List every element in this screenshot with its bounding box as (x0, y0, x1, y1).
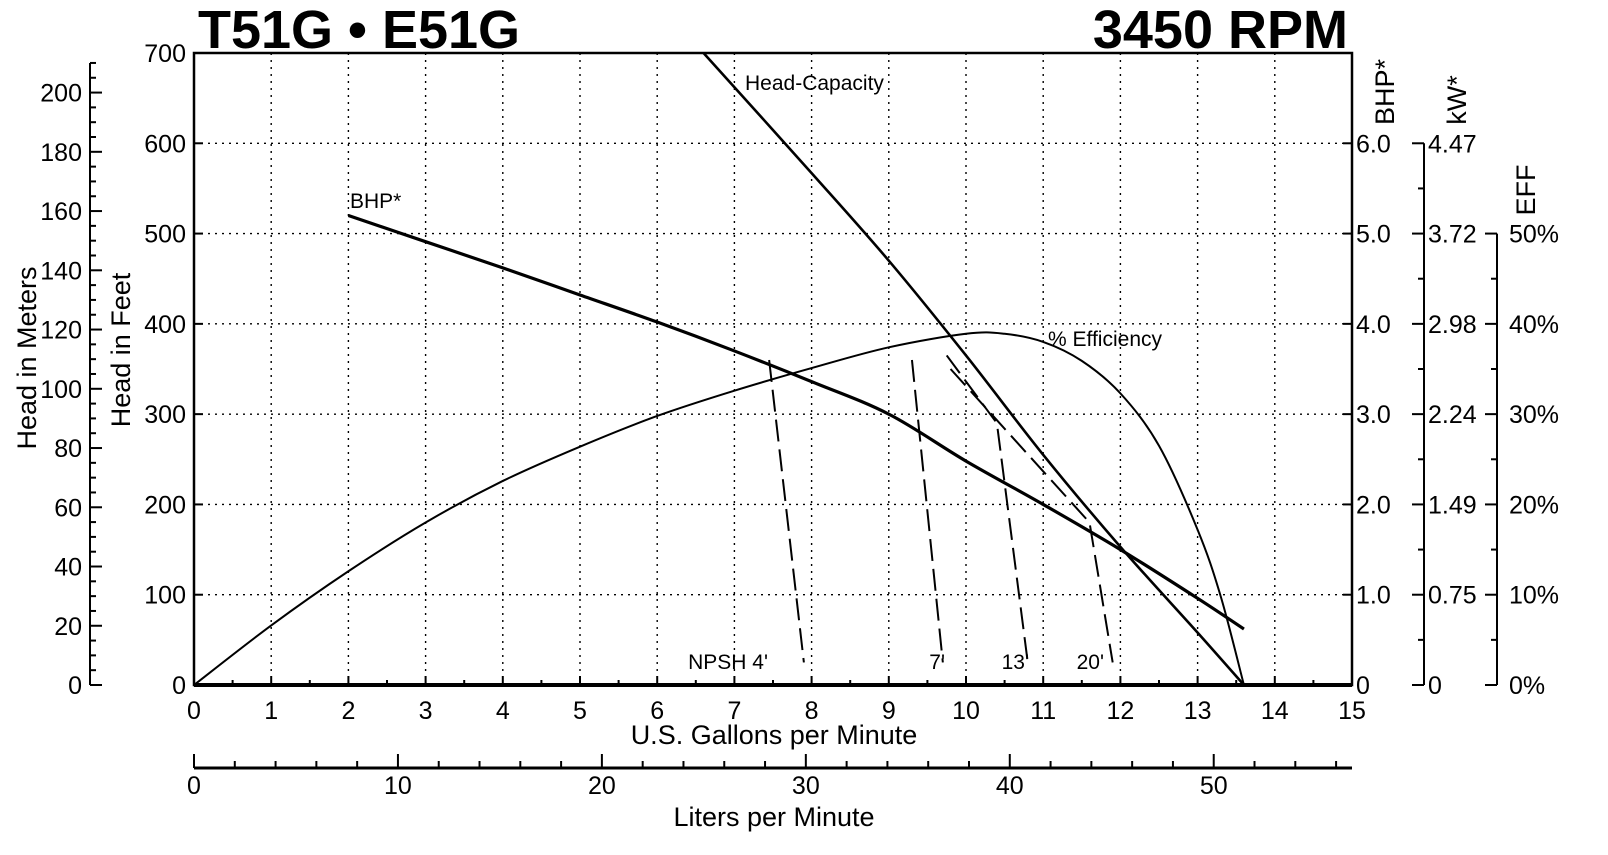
y-feet-tick-label: 600 (144, 130, 186, 158)
x-tick-label: 1 (264, 697, 278, 725)
y-meters-tick-label: 0 (68, 672, 82, 700)
axes-layer (89, 51, 1498, 770)
x-tick-label: 5 (573, 697, 587, 725)
x-tick-label: 13 (1184, 697, 1212, 725)
x-tick-label: 9 (882, 697, 896, 725)
y-feet-tick-label: 200 (144, 491, 186, 519)
npsh-curve (910, 359, 944, 663)
x-lpm-tick-label: 50 (1200, 772, 1228, 800)
y-eff-tick-label: 50% (1509, 221, 1559, 249)
y-bhp-tick-label: 4.0 (1356, 311, 1391, 339)
labels-layer: 0 1 2 3 4 5 6 7 8 9 10 11 12 13 14 15010020030040050060… (40, 40, 1559, 800)
y-feet-tick-label: 500 (144, 221, 186, 249)
y-bhp-tick-label: 5.0 (1356, 221, 1391, 249)
efficiency-curve-label: % Efficiency (1048, 328, 1162, 351)
y-bhp-tick-label: 2.0 (1356, 491, 1391, 519)
bhp-curve-label: BHP* (350, 190, 401, 213)
y-kw-tick-label: 3.72 (1428, 221, 1477, 249)
y-feet-tick-label: 0 (172, 672, 186, 700)
npsh-curve-label: NPSH 4' (688, 651, 768, 674)
y-meters-tick-label: 60 (54, 494, 82, 522)
x-tick-label: 0 (187, 697, 201, 725)
y-kw-tick-label: 0 (1428, 672, 1442, 700)
y-meters-tick-label: 160 (40, 198, 82, 226)
npsh-curve (945, 354, 1029, 663)
x-lpm-tick-label: 20 (588, 772, 616, 800)
x-axis-secondary-label: Liters per Minute (673, 802, 874, 832)
y-eff-tick-label: 10% (1509, 582, 1559, 610)
y-meters-tick-label: 200 (40, 80, 82, 108)
npsh-curve (768, 359, 805, 663)
y-eff-tick-label: 40% (1509, 311, 1559, 339)
y-kw-tick-label: 1.49 (1428, 491, 1477, 519)
npsh-curve (949, 368, 1114, 663)
y-axis-bhp-label: BHP* (1370, 58, 1400, 125)
y-feet-tick-label: 400 (144, 311, 186, 339)
y-meters-tick-label: 40 (54, 554, 82, 582)
npsh-curve-label: 7' (929, 651, 945, 674)
x-tick-label: 10 (952, 697, 980, 725)
y-axis-kw-label: kW* (1442, 75, 1472, 125)
head-capacity-label: Head-Capacity (745, 72, 884, 95)
y-axis-feet-label: Head in Feet (106, 272, 136, 427)
bhp-curve (347, 213, 1245, 631)
y-meters-tick-label: 100 (40, 376, 82, 404)
x-lpm-tick-label: 0 (187, 772, 201, 800)
y-bhp-tick-label: 1.0 (1356, 582, 1391, 610)
x-tick-label: 7 (727, 697, 741, 725)
y-meters-tick-label: 80 (54, 435, 82, 463)
x-tick-label: 2 (341, 697, 355, 725)
npsh-curve-label: 20' (1077, 651, 1104, 674)
y-kw-tick-label: 2.24 (1428, 401, 1477, 429)
y-meters-tick-label: 140 (40, 257, 82, 285)
efficiency-curve (193, 331, 1245, 686)
x-tick-label: 15 (1338, 697, 1366, 725)
x-axis-label: U.S. Gallons per Minute (631, 720, 918, 750)
y-meters-tick-label: 20 (54, 613, 82, 641)
plot-frame (192, 51, 1354, 687)
y-kw-tick-label: 0.75 (1428, 582, 1477, 610)
y-axis-meters-label: Head in Meters (12, 266, 42, 449)
y-meters-tick-label: 180 (40, 139, 82, 167)
y-meters-tick-label: 120 (40, 317, 82, 345)
y-bhp-tick-label: 0 (1356, 672, 1370, 700)
x-lpm-tick-label: 40 (996, 772, 1024, 800)
chart-title-left: T51G • E51G (198, 0, 520, 60)
y-feet-tick-label: 100 (144, 582, 186, 610)
grid (194, 53, 1352, 685)
x-lpm-tick-label: 30 (792, 772, 820, 800)
y-eff-tick-label: 30% (1509, 401, 1559, 429)
x-lpm-tick-label: 10 (384, 772, 412, 800)
y-kw-tick-label: 2.98 (1428, 311, 1477, 339)
chart-title-right: 3450 RPM (1093, 0, 1348, 60)
series-layer (193, 52, 1245, 686)
y-feet-tick-label: 300 (144, 401, 186, 429)
y-feet-tick-label: 700 (144, 40, 186, 68)
x-tick-label: 14 (1261, 697, 1289, 725)
x-tick-label: 6 (650, 697, 664, 725)
npsh-curve-label: 13' (1002, 651, 1029, 674)
y-bhp-tick-label: 6.0 (1356, 130, 1391, 158)
y-eff-tick-label: 0% (1509, 672, 1545, 700)
head-capacity-curve (702, 52, 1245, 686)
x-tick-label: 11 (1030, 697, 1056, 725)
y-axis-eff-label: EFF (1511, 165, 1541, 216)
y-kw-tick-label: 4.47 (1428, 130, 1477, 158)
x-tick-label: 8 (805, 697, 819, 725)
x-tick-label: 4 (496, 697, 510, 725)
x-tick-label: 12 (1106, 697, 1134, 725)
y-bhp-tick-label: 3.0 (1356, 401, 1391, 429)
x-tick-label: 3 (419, 697, 433, 725)
y-eff-tick-label: 20% (1509, 491, 1559, 519)
